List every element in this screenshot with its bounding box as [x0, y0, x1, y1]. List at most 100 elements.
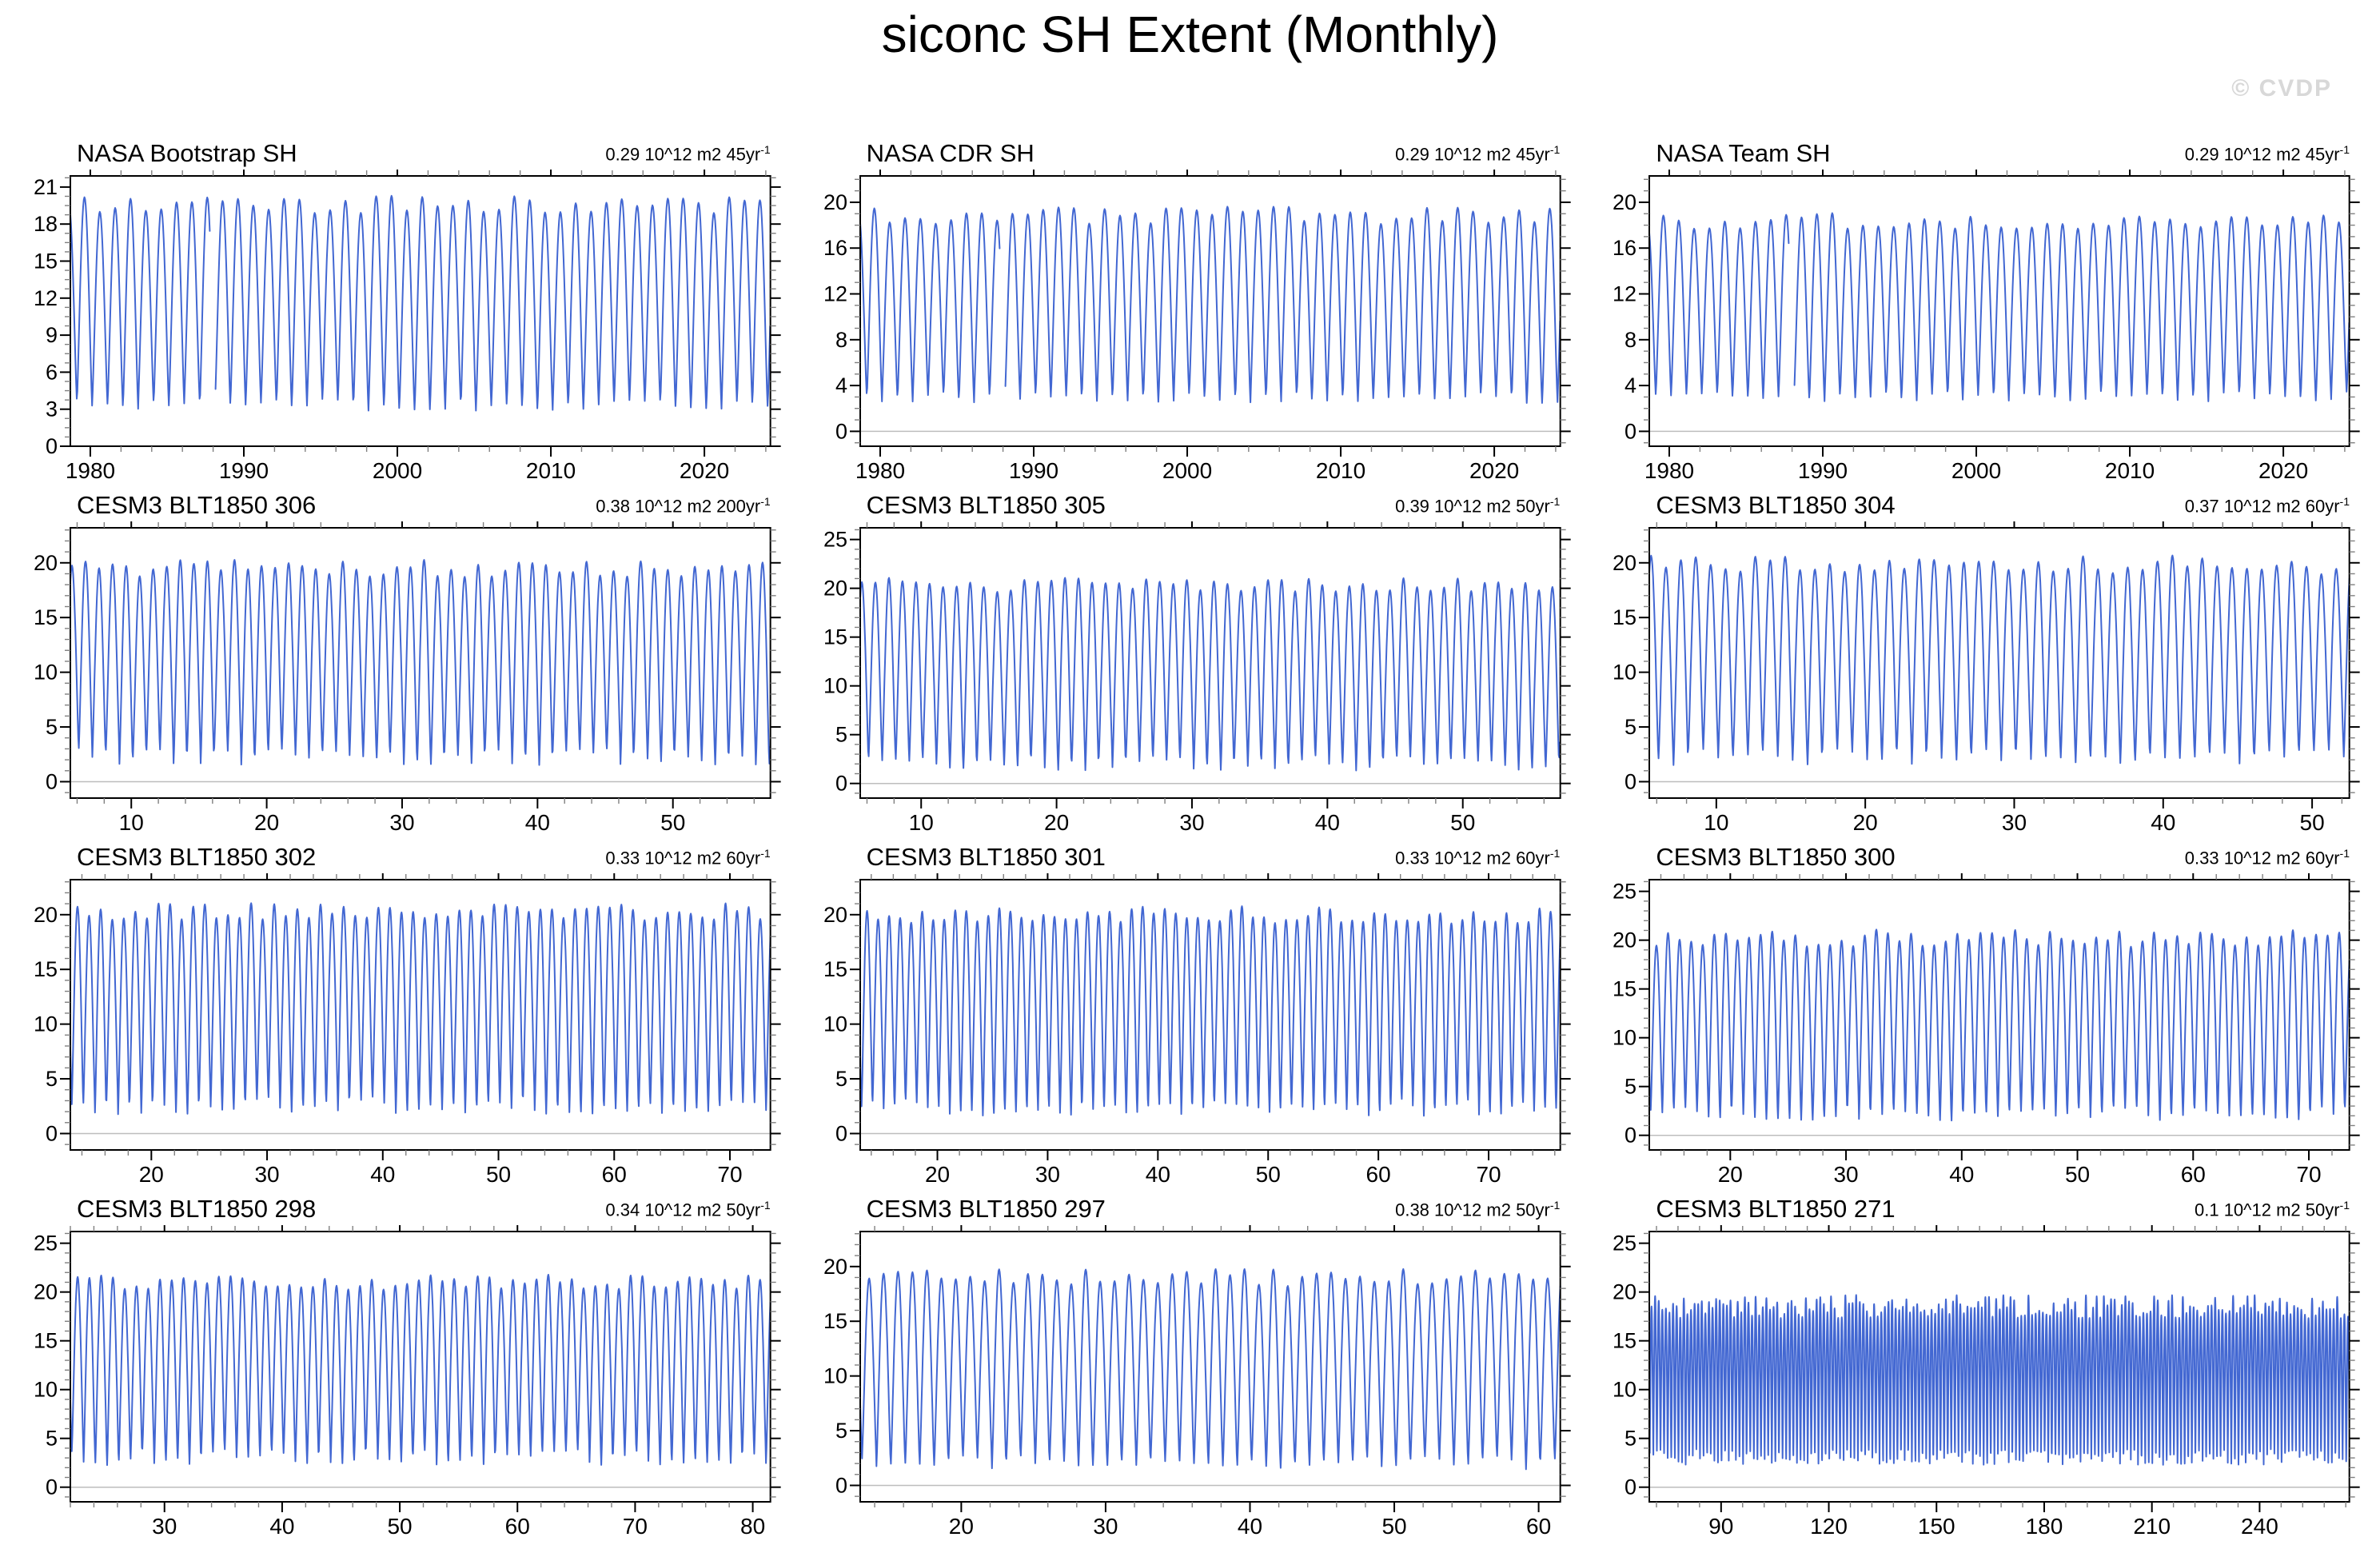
svg-text:80: 80 [740, 1514, 765, 1539]
svg-text:20: 20 [1718, 1162, 1743, 1187]
svg-text:40: 40 [1145, 1162, 1170, 1187]
svg-text:10: 10 [34, 661, 58, 685]
svg-text:20: 20 [1613, 551, 1636, 575]
svg-text:5: 5 [1625, 1427, 1636, 1451]
svg-text:240: 240 [2241, 1514, 2278, 1539]
chart-panel: CESM3 BLT1850 304 0.37 10^12 m2 60yr-1 1… [1593, 486, 2370, 838]
svg-text:20: 20 [823, 1255, 847, 1279]
trend-exponent: -1 [760, 494, 771, 508]
timeseries-plot: 10 20 30 40 50 0 5 10 15 20 [34, 521, 781, 835]
svg-text:60: 60 [505, 1514, 530, 1539]
trend-annotation: 0.33 10^12 m2 60yr-1 [605, 847, 770, 868]
svg-text:20: 20 [1853, 810, 1878, 835]
svg-text:10: 10 [1704, 810, 1729, 835]
panel-title: CESM3 BLT1850 297 [866, 1195, 1106, 1223]
panel-title: CESM3 BLT1850 302 [77, 843, 317, 871]
svg-text:0: 0 [835, 419, 847, 443]
svg-text:0: 0 [835, 772, 847, 796]
panel-header: NASA Team SH 0.29 10^12 m2 45yr-1 [1593, 134, 2370, 170]
svg-text:2020: 2020 [680, 458, 729, 483]
svg-text:0: 0 [1625, 1475, 1636, 1499]
svg-text:50: 50 [1450, 810, 1475, 835]
svg-text:20: 20 [925, 1162, 950, 1187]
trend-annotation: 0.1 10^12 m2 50yr-1 [2195, 1199, 2350, 1220]
svg-text:20: 20 [1613, 928, 1636, 952]
chart-panel: CESM3 BLT1850 298 0.34 10^12 m2 50yr-1 3… [14, 1190, 791, 1542]
chart-panel: NASA Team SH 0.29 10^12 m2 45yr-1 1980 19… [1593, 134, 2370, 486]
svg-text:20: 20 [254, 810, 279, 835]
svg-text:70: 70 [1476, 1162, 1501, 1187]
svg-text:60: 60 [1526, 1514, 1551, 1539]
svg-text:2010: 2010 [526, 458, 576, 483]
svg-text:0: 0 [46, 434, 58, 458]
svg-text:15: 15 [34, 957, 58, 981]
chart-panel: CESM3 BLT1850 302 0.33 10^12 m2 60yr-1 2… [14, 838, 791, 1190]
svg-text:180: 180 [2026, 1514, 2063, 1539]
timeseries-plot: 1980 1990 2000 2010 2020 0 4 8 12 16 20 [1613, 170, 2360, 483]
timeseries-plot: 1980 1990 2000 2010 2020 0 3 6 9 12 15 18 21 [34, 170, 781, 483]
svg-text:10: 10 [34, 1378, 58, 1402]
panel-title: CESM3 BLT1850 306 [77, 491, 317, 519]
svg-text:30: 30 [2002, 810, 2027, 835]
trend-text: 0.33 10^12 m2 60yr [2184, 848, 2340, 868]
svg-text:5: 5 [1625, 715, 1636, 739]
svg-text:2020: 2020 [1469, 458, 1519, 483]
svg-text:12: 12 [1613, 282, 1636, 306]
trend-text: 0.29 10^12 m2 45yr [1395, 144, 1550, 164]
svg-text:0: 0 [1625, 419, 1636, 443]
svg-text:60: 60 [602, 1162, 627, 1187]
trend-exponent: -1 [1549, 142, 1561, 156]
chart-panel: CESM3 BLT1850 301 0.33 10^12 m2 60yr-1 2… [804, 838, 1581, 1190]
svg-text:20: 20 [823, 577, 847, 601]
svg-text:20: 20 [139, 1162, 164, 1187]
svg-text:0: 0 [835, 1121, 847, 1145]
svg-text:1980: 1980 [66, 458, 115, 483]
svg-text:5: 5 [835, 1067, 847, 1091]
trend-annotation: 0.38 10^12 m2 200yr-1 [596, 495, 770, 517]
trend-annotation: 0.29 10^12 m2 45yr-1 [2185, 143, 2350, 165]
svg-text:18: 18 [34, 212, 58, 236]
trend-annotation: 0.38 10^12 m2 50yr-1 [1395, 1199, 1560, 1220]
svg-text:8: 8 [1625, 328, 1636, 352]
trend-text: 0.37 10^12 m2 60yr [2184, 496, 2340, 516]
svg-text:60: 60 [2181, 1162, 2206, 1187]
timeseries-plot: 20 30 40 50 60 0 5 10 15 20 [823, 1225, 1571, 1539]
svg-text:3: 3 [46, 397, 58, 421]
svg-text:10: 10 [1613, 1026, 1636, 1050]
panel-header: CESM3 BLT1850 271 0.1 10^12 m2 50yr-1 [1593, 1190, 2370, 1225]
page-title: siconc SH Extent (Monthly) [881, 6, 1499, 63]
svg-text:30: 30 [389, 810, 414, 835]
svg-text:2000: 2000 [1951, 458, 2001, 483]
svg-text:15: 15 [1613, 977, 1636, 1001]
svg-text:90: 90 [1709, 1514, 1734, 1539]
panel-title: CESM3 BLT1850 304 [1656, 491, 1896, 519]
panel-header: CESM3 BLT1850 305 0.39 10^12 m2 50yr-1 [804, 486, 1581, 521]
svg-text:5: 5 [46, 1067, 58, 1091]
svg-text:20: 20 [823, 190, 847, 214]
svg-text:50: 50 [2300, 810, 2325, 835]
cvdp-watermark: © CVDP [2231, 75, 2332, 102]
svg-text:0: 0 [46, 1475, 58, 1499]
trend-exponent: -1 [2339, 846, 2350, 860]
timeseries-plot: 20 30 40 50 60 70 0 5 10 15 20 [34, 873, 781, 1187]
panel-header: NASA Bootstrap SH 0.29 10^12 m2 45yr-1 [14, 134, 791, 170]
svg-text:40: 40 [1950, 1162, 1975, 1187]
svg-text:20: 20 [1044, 810, 1069, 835]
trend-text: 0.29 10^12 m2 45yr [605, 144, 761, 164]
svg-text:5: 5 [1625, 1075, 1636, 1099]
svg-text:6: 6 [46, 360, 58, 384]
svg-text:12: 12 [823, 282, 847, 306]
panel-title: CESM3 BLT1850 301 [866, 843, 1106, 871]
trend-text: 0.38 10^12 m2 50yr [1395, 1200, 1550, 1220]
timeseries-plot: 90 120 150 180 210 240 0 5 10 15 20 25 [1613, 1225, 2360, 1539]
panel-title: CESM3 BLT1850 271 [1656, 1195, 1896, 1223]
svg-text:1990: 1990 [1798, 458, 1848, 483]
panel-title: NASA CDR SH [866, 139, 1035, 167]
svg-text:1980: 1980 [1644, 458, 1694, 483]
svg-text:5: 5 [835, 1419, 847, 1443]
svg-text:10: 10 [1613, 1378, 1636, 1402]
chart-panel: CESM3 BLT1850 271 0.1 10^12 m2 50yr-1 90… [1593, 1190, 2370, 1542]
trend-exponent: -1 [760, 142, 771, 156]
trend-exponent: -1 [1549, 494, 1561, 508]
svg-text:50: 50 [486, 1162, 511, 1187]
